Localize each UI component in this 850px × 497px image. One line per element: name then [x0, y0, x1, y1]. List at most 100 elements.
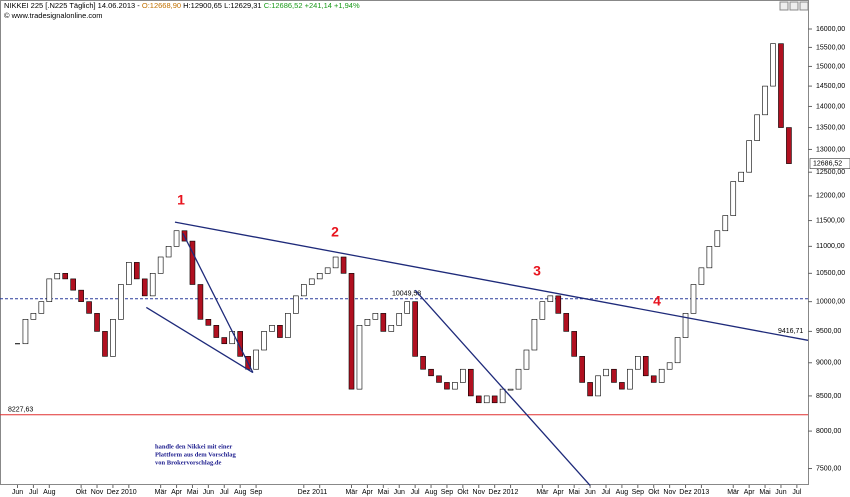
candle	[444, 382, 450, 390]
y-tick-label: 13000,00	[816, 146, 845, 153]
button[interactable]	[799, 1, 809, 11]
button[interactable]	[779, 1, 789, 11]
candle	[277, 325, 283, 338]
horizontal-line-label: 8227,63	[8, 407, 33, 414]
candle	[261, 331, 267, 351]
candle	[650, 375, 657, 383]
candle	[348, 273, 355, 390]
candle	[253, 349, 259, 370]
x-tick-label: Mär	[727, 489, 740, 496]
candle	[611, 368, 617, 383]
horizontal-line-label: 10049,58	[392, 291, 421, 298]
close: C:12686,52	[264, 1, 303, 10]
candle	[690, 284, 697, 314]
candle	[515, 368, 522, 390]
x-tick-label: Sep	[250, 489, 263, 496]
candle	[30, 313, 37, 320]
candle	[499, 388, 506, 404]
candle	[746, 140, 752, 173]
candle	[221, 337, 228, 345]
candle	[682, 313, 689, 338]
candle	[404, 301, 410, 314]
candle	[754, 114, 760, 141]
candle	[340, 256, 347, 274]
button[interactable]	[789, 1, 799, 11]
instrument: NIKKEI 225 [.N225 Täglich] 14.06.2013 -	[4, 1, 142, 10]
window-buttons	[779, 1, 809, 11]
x-tick-label: Okt	[457, 489, 468, 496]
candle	[786, 127, 792, 164]
y-tick-label: 14000,00	[816, 103, 845, 110]
candle	[126, 262, 132, 285]
candle	[491, 395, 498, 404]
x-tick-label: Mär	[345, 489, 358, 496]
y-tick-label: 11000,00	[816, 243, 845, 250]
annotation: 4	[653, 293, 661, 309]
x-tick-label: Mär	[536, 489, 549, 496]
candle	[483, 395, 490, 404]
y-tick-label: 16000,00	[816, 26, 845, 33]
candle	[94, 313, 100, 332]
candle	[555, 295, 562, 314]
candle	[460, 368, 466, 383]
candle	[269, 325, 275, 332]
candle	[428, 368, 434, 377]
x-tick-label: Aug	[616, 489, 629, 496]
candle	[412, 301, 418, 357]
x-tick-label: Dez	[488, 489, 501, 496]
candle	[547, 295, 554, 302]
x-tick-label: 2012	[503, 489, 519, 496]
candle	[468, 368, 474, 397]
candle	[189, 240, 196, 285]
y-tick-label: 14500,00	[816, 83, 845, 90]
candle	[388, 325, 395, 332]
y-tick-label: 11500,00	[816, 217, 845, 224]
candle	[722, 215, 729, 232]
note-line: Plattform aus dem Vorschlag	[155, 451, 236, 458]
x-tick-label: Jun	[394, 489, 405, 496]
candle	[531, 319, 538, 351]
x-tick-label: Nov	[663, 489, 676, 496]
candle	[78, 289, 84, 302]
candle	[770, 43, 776, 87]
y-tick-label: 8000,00	[816, 428, 841, 435]
candle	[452, 382, 458, 390]
candle	[658, 368, 665, 383]
note-line: handle den Nikkei mit einer	[155, 443, 232, 450]
trendline	[174, 221, 809, 341]
x-tick-label: Jun	[775, 489, 786, 496]
trendline	[145, 306, 254, 374]
y-tick-label: 9500,00	[816, 328, 841, 335]
y-tick-label: 12500,00	[816, 169, 845, 176]
trendline	[414, 289, 591, 486]
candle	[102, 331, 108, 357]
y-tick-label: 10000,00	[816, 298, 845, 305]
candle	[595, 375, 601, 397]
candle	[118, 284, 124, 320]
x-tick-label: Apr	[744, 489, 756, 496]
candle	[70, 278, 76, 291]
candle	[698, 267, 705, 285]
candle	[356, 325, 363, 390]
x-tick-label: Mär	[155, 489, 168, 496]
candle	[165, 246, 172, 258]
x-tick-label: Aug	[425, 489, 438, 496]
open: O:12668,90	[142, 1, 181, 10]
candle	[396, 313, 403, 326]
candle	[324, 267, 331, 274]
x-tick-label: Apr	[362, 489, 374, 496]
x-tick-label: Apr	[171, 489, 183, 496]
x-tick-label: Dez	[107, 489, 120, 496]
candle	[54, 273, 61, 280]
candle	[285, 313, 291, 338]
plot-frame	[0, 0, 809, 485]
candle	[332, 256, 339, 269]
x-tick-label: Nov	[473, 489, 486, 496]
candle	[293, 295, 299, 314]
high: H:12900,65	[183, 1, 222, 10]
x-tick-label: Apr	[553, 489, 565, 496]
price-marker	[809, 158, 850, 169]
candle	[642, 356, 649, 377]
candle	[372, 313, 379, 320]
